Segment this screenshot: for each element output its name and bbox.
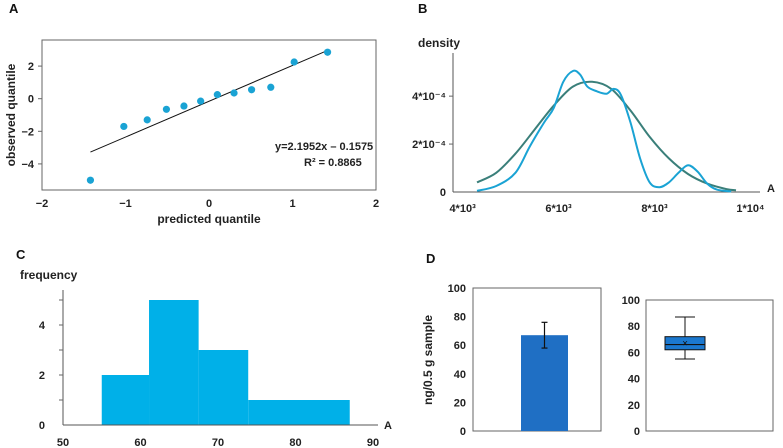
panel-b-density-curve bbox=[476, 69, 732, 193]
panel-a-qq-plot: −4 −2 0 2 −2 −1 0 1 2 y=2.1952x – 0.1575 R² = 0… bbox=[4, 39, 379, 226]
panel-d-y-label: ng/0.5 g sample bbox=[421, 315, 435, 405]
x-tick-label: 2 bbox=[373, 198, 379, 210]
panel-a-y-label: observed quantile bbox=[4, 63, 18, 166]
x-tick-label: 1*10⁴ bbox=[736, 203, 764, 215]
panel-c-bars bbox=[101, 300, 350, 425]
data-point bbox=[213, 91, 221, 99]
y-tick-label: 2 bbox=[39, 370, 45, 382]
panel-label-b: B bbox=[418, 1, 427, 16]
x-tick-label: 4*10³ bbox=[449, 203, 476, 215]
panel-b-density: 0 2*10⁻⁴ 4*10⁻⁴ 4*10³ 6*10³ 8*10³ 1*10⁴ densi… bbox=[412, 36, 775, 215]
data-point bbox=[230, 89, 238, 97]
y-tick-label: 80 bbox=[454, 312, 466, 324]
y-tick-label: 100 bbox=[448, 283, 466, 295]
panel-a-points bbox=[86, 48, 332, 184]
histogram-bar bbox=[101, 375, 150, 425]
x-tick-label: 90 bbox=[367, 437, 379, 448]
data-point bbox=[162, 105, 171, 113]
panel-c-y-ticks: 0 2 4 bbox=[39, 299, 63, 432]
panel-c-histogram: 0 2 4 50 60 70 80 90 frequency A bbox=[20, 268, 392, 448]
panel-d-box-frame bbox=[645, 299, 774, 432]
data-point bbox=[180, 102, 188, 110]
x-tick-label: 0 bbox=[206, 198, 212, 210]
x-tick-label: 60 bbox=[134, 437, 146, 448]
panel-d-error-bar bbox=[541, 321, 548, 349]
panel-c-x-ticks: 50 60 70 80 90 bbox=[57, 437, 379, 448]
panel-c-y-label: frequency bbox=[20, 268, 78, 282]
panel-d-box-plot: 0 20 40 60 80 100 × bbox=[622, 295, 774, 438]
y-tick-label: 2*10⁻⁴ bbox=[412, 139, 446, 151]
x-tick-label: 80 bbox=[289, 437, 301, 448]
y-tick-label: 20 bbox=[628, 400, 640, 412]
panel-a-equation: y=2.1952x – 0.1575 bbox=[275, 141, 373, 153]
y-tick-label: 0 bbox=[634, 426, 640, 438]
x-tick-label: 70 bbox=[212, 437, 224, 448]
panel-a-r-squared: R² = 0.8865 bbox=[304, 157, 362, 169]
x-tick-label: 8*10³ bbox=[641, 203, 668, 215]
data-point bbox=[86, 176, 95, 184]
panel-a-plot-frame bbox=[41, 39, 377, 191]
y-tick-label: 0 bbox=[440, 187, 446, 199]
box-iqr bbox=[664, 336, 706, 351]
panel-b-x-ticks: 4*10³ 6*10³ 8*10³ 1*10⁴ bbox=[449, 203, 764, 215]
panel-b-y-label: density bbox=[418, 36, 460, 50]
y-tick-label: 4 bbox=[39, 320, 46, 332]
histogram-bar bbox=[248, 400, 350, 425]
panel-a-fit-line bbox=[90, 49, 328, 153]
box-mean-marker: × bbox=[682, 339, 688, 350]
panel-d-bar-chart: 0 20 40 60 80 100 ng/0.5 g sample bbox=[421, 283, 602, 438]
data-point bbox=[143, 116, 151, 124]
x-tick-label: 1 bbox=[289, 198, 295, 210]
histogram-bar bbox=[149, 300, 199, 425]
y-tick-label: 80 bbox=[628, 321, 640, 333]
y-tick-label: 20 bbox=[454, 397, 466, 409]
x-tick-label: −2 bbox=[36, 198, 49, 210]
y-tick-label: 0 bbox=[460, 426, 466, 438]
panel-b-y-ticks: 0 2*10⁻⁴ 4*10⁻⁴ bbox=[412, 91, 453, 199]
panel-a-x-ticks: −2 −1 0 1 2 bbox=[36, 198, 379, 210]
data-point bbox=[120, 122, 128, 131]
y-tick-label: 40 bbox=[454, 369, 466, 381]
panel-label-a: A bbox=[9, 1, 19, 16]
panel-d-box-y-ticks: 0 20 40 60 80 100 bbox=[622, 295, 640, 438]
y-tick-label: 4*10⁻⁴ bbox=[412, 91, 446, 103]
y-tick-label: 40 bbox=[628, 374, 640, 386]
x-tick-label: −1 bbox=[119, 198, 132, 210]
data-point bbox=[323, 48, 332, 56]
histogram-bar bbox=[198, 350, 249, 425]
y-tick-label: 0 bbox=[28, 94, 34, 106]
y-tick-label: 60 bbox=[628, 347, 640, 359]
x-tick-label: 6*10³ bbox=[545, 203, 572, 215]
y-tick-label: −4 bbox=[21, 159, 34, 171]
data-point bbox=[197, 97, 205, 105]
y-tick-label: −2 bbox=[21, 126, 34, 138]
data-point bbox=[247, 86, 256, 94]
panel-label-d: D bbox=[426, 251, 435, 266]
data-point bbox=[290, 58, 298, 66]
panel-label-c: C bbox=[16, 247, 26, 262]
y-tick-label: 0 bbox=[39, 420, 45, 432]
y-tick-label: 60 bbox=[454, 340, 466, 352]
y-tick-label: 100 bbox=[622, 295, 640, 307]
data-point bbox=[267, 83, 275, 91]
panel-d-y-ticks: 0 20 40 60 80 100 bbox=[448, 283, 466, 438]
x-tick-label: 50 bbox=[57, 437, 69, 448]
panel-a-y-ticks: −4 −2 0 2 bbox=[21, 61, 42, 171]
panel-d-box: × bbox=[664, 316, 706, 360]
panel-b-normal-curve bbox=[476, 80, 737, 192]
panel-c-x-label: A bbox=[384, 420, 392, 432]
panel-a-x-label: predicted quantile bbox=[157, 212, 261, 226]
y-tick-label: 2 bbox=[28, 61, 34, 73]
panel-d-bar bbox=[521, 335, 568, 431]
panel-b-x-label: A bbox=[767, 183, 775, 195]
